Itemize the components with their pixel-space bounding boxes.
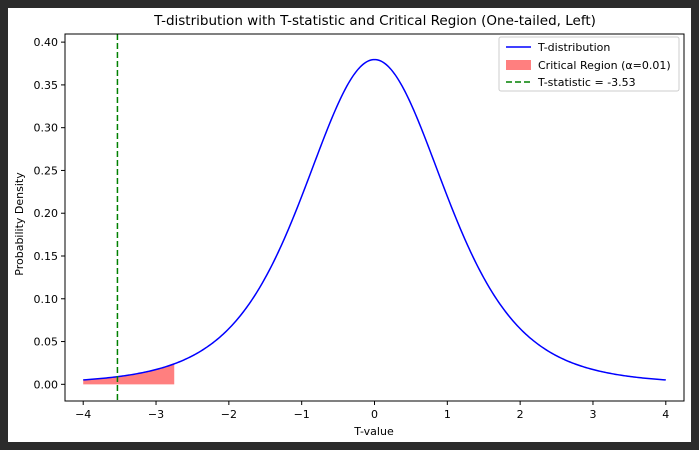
x-tick-label: 0 (371, 408, 378, 421)
legend-label: T-distribution (537, 41, 610, 54)
y-tick-label: 0.30 (34, 122, 59, 135)
x-tick-label: −2 (221, 408, 237, 421)
legend: T-distribution Critical Region (α=0.01) T-… (498, 36, 680, 92)
legend-box (498, 36, 680, 92)
legend-area-swatch (506, 60, 531, 70)
y-tick-label: 0.20 (34, 207, 59, 220)
y-tick-label: 0.15 (34, 250, 59, 263)
y-tick-label: 0.25 (34, 164, 59, 177)
chart-svg: T-distribution with T-statistic and Crit… (13, 13, 685, 438)
legend-label: Critical Region (α=0.01) (538, 59, 671, 72)
x-tick-label: 4 (662, 408, 669, 421)
chart-figure: T-distribution with T-statistic and Crit… (8, 8, 691, 442)
x-tick-label: 1 (444, 408, 451, 421)
y-tick-label: 0.40 (34, 36, 59, 49)
y-tick-label: 0.00 (34, 378, 59, 391)
x-axis: −4 −3 −2 −1 0 1 2 3 4 (75, 401, 669, 421)
critical-region-area (83, 363, 175, 385)
y-axis-label: Probability Density (13, 172, 26, 276)
chart-title: T-distribution with T-statistic and Crit… (153, 13, 596, 29)
y-axis: 0.00 0.05 0.10 0.15 0.20 0.25 0.30 0.35 0.40 (34, 36, 65, 391)
legend-label: T-statistic = -3.53 (537, 76, 636, 89)
t-distribution-line (83, 58, 666, 381)
plot-area (83, 34, 666, 401)
x-tick-label: −4 (75, 408, 91, 421)
y-tick-label: 0.35 (34, 79, 59, 92)
x-tick-label: 3 (589, 408, 596, 421)
y-tick-label: 0.10 (34, 293, 59, 306)
x-axis-label: T-value (353, 425, 394, 438)
x-tick-label: −1 (294, 408, 310, 421)
x-tick-label: −3 (148, 408, 164, 421)
x-tick-label: 2 (517, 408, 524, 421)
y-tick-label: 0.05 (34, 336, 59, 349)
